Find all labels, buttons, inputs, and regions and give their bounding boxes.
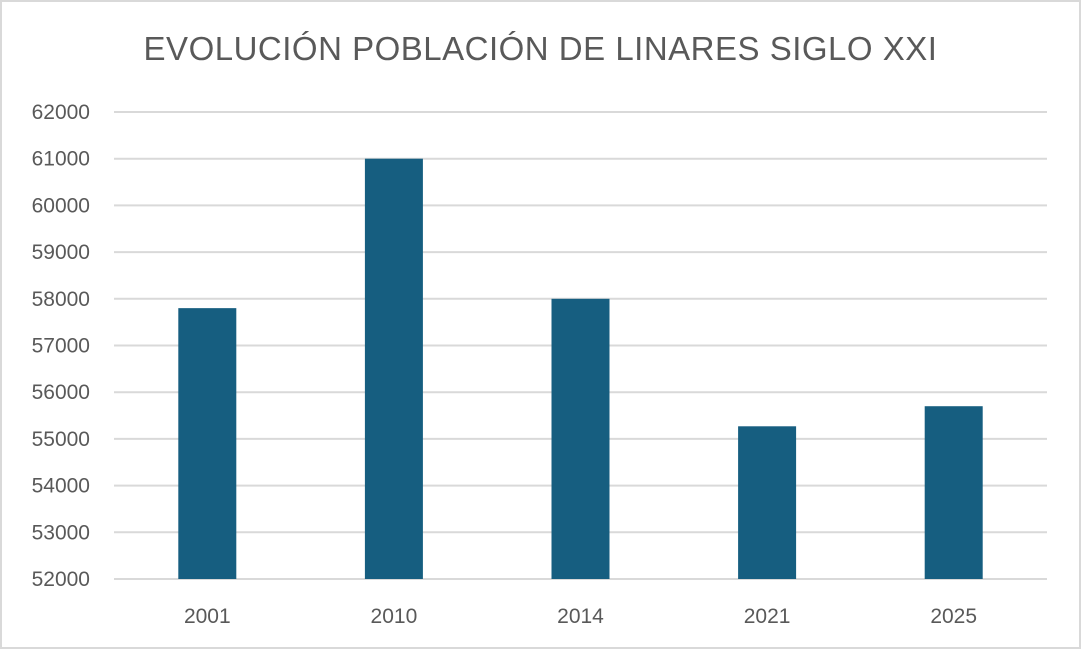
y-tick-label: 62000 [32, 101, 90, 124]
bar-2014 [551, 298, 610, 579]
x-tick-label: 2014 [557, 605, 604, 628]
y-tick-label: 61000 [32, 148, 90, 171]
x-axis-tick-labels: 2001 2010 2014 2021 2025 [184, 605, 977, 628]
y-tick-label: 60000 [32, 194, 90, 217]
x-tick-label: 2021 [744, 605, 791, 628]
y-tick-label: 54000 [32, 475, 90, 498]
y-tick-label: 57000 [32, 335, 90, 358]
y-tick-label: 55000 [32, 428, 90, 451]
bar-2025 [924, 406, 983, 579]
y-tick-label: 56000 [32, 381, 90, 404]
bars [178, 158, 983, 579]
y-tick-label: 52000 [32, 568, 90, 591]
bar-2021 [738, 426, 797, 579]
x-tick-label: 2025 [930, 605, 977, 628]
y-tick-label: 59000 [32, 241, 90, 264]
y-tick-label: 58000 [32, 288, 90, 311]
x-tick-label: 2010 [371, 605, 418, 628]
chart-title: EVOLUCIÓN POBLACIÓN DE LINARES SIGLO XXI [143, 30, 938, 67]
y-axis-tick-labels: 52000 53000 54000 55000 56000 57000 58000 59000… [32, 101, 90, 591]
bar-2010 [364, 158, 423, 579]
x-tick-label: 2001 [184, 605, 231, 628]
y-tick-label: 53000 [32, 521, 90, 544]
bar-2001 [178, 308, 237, 579]
